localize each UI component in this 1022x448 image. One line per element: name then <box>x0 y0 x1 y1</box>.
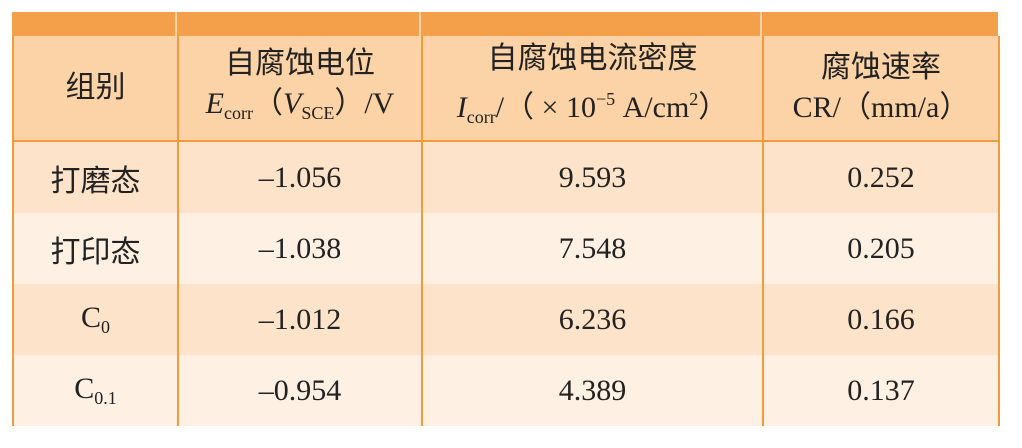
text-run: ） <box>698 91 729 124</box>
top-strip <box>12 12 998 36</box>
table-container: 组别 自腐蚀电位 Ecorr（VSCE）/V 自腐蚀电流密度 Icorr/（ × 10−… <box>12 12 1000 426</box>
text-run: corr <box>224 102 253 123</box>
header-cell: 自腐蚀电流密度 Icorr/（ × 10−5 A/cm2） <box>421 36 764 142</box>
data-row: C0.1 –0.954 4.389 0.137 <box>12 355 1000 426</box>
data-cell: 6.236 <box>421 284 764 355</box>
text-run: ）/V <box>334 86 395 120</box>
row-label: 打磨态 <box>12 141 179 213</box>
data-row: 打印态 –1.038 7.548 0.205 <box>12 213 1000 284</box>
data-row: C0 –1.012 6.236 0.166 <box>12 284 1000 355</box>
text-run: corr <box>466 107 496 127</box>
text-run: V <box>282 86 302 120</box>
data-cell: 0.166 <box>762 284 1000 355</box>
text-run: I <box>456 91 467 124</box>
header-cell: 组别 <box>12 36 179 142</box>
data-cell: 0.205 <box>762 213 1000 284</box>
header-title: 自腐蚀电流密度 <box>487 42 698 75</box>
data-cell: –1.038 <box>177 213 423 284</box>
row-label: C0.1 <box>12 355 179 426</box>
text-run: CR/（mm/a） <box>792 91 970 124</box>
data-cell: –1.056 <box>177 141 423 213</box>
header-title: 组别 <box>65 71 126 104</box>
text-run: 0 <box>101 317 110 337</box>
text-run: SCE <box>301 102 335 123</box>
data-cell: 4.389 <box>421 355 764 426</box>
text-run: 0.1 <box>94 388 117 408</box>
text-run: （ <box>252 86 283 120</box>
header-unit: Ecorr（VSCE）/V <box>179 84 421 133</box>
header-cell: 自腐蚀电位 Ecorr（VSCE）/V <box>177 36 423 142</box>
text-run: E <box>205 86 224 120</box>
data-cell: 7.548 <box>421 213 764 284</box>
header-title: 腐蚀速率 <box>821 51 941 84</box>
data-cell: –1.012 <box>177 284 423 355</box>
text-run: C <box>74 372 95 405</box>
row-label: 打印态 <box>12 213 179 284</box>
row-label: C0 <box>12 284 179 355</box>
text-run: 打磨态 <box>50 164 141 198</box>
header-row: 组别 自腐蚀电位 Ecorr（VSCE）/V 自腐蚀电流密度 Icorr/（ × 10−… <box>12 36 1000 142</box>
data-cell: 0.137 <box>762 355 1000 426</box>
text-run: A/cm <box>615 91 690 124</box>
header-unit: CR/（mm/a） <box>764 88 998 128</box>
header-cell: 腐蚀速率 CR/（mm/a） <box>762 36 1000 142</box>
text-run: 2 <box>689 89 699 109</box>
data-cell: 9.593 <box>421 141 764 213</box>
data-table: 组别 自腐蚀电位 Ecorr（VSCE）/V 自腐蚀电流密度 Icorr/（ × 10−… <box>12 36 1000 426</box>
header-title: 自腐蚀电位 <box>225 46 375 80</box>
data-cell: –0.954 <box>177 355 423 426</box>
text-run: 打印态 <box>50 235 141 269</box>
text-run: C <box>80 301 101 334</box>
header-unit: Icorr/（ × 10−5 A/cm2） <box>423 79 762 137</box>
data-cell: 0.252 <box>762 141 1000 213</box>
data-row: 打磨态 –1.056 9.593 0.252 <box>12 141 1000 213</box>
text-run: /（ × 10 <box>495 91 596 124</box>
text-run: −5 <box>595 89 616 109</box>
